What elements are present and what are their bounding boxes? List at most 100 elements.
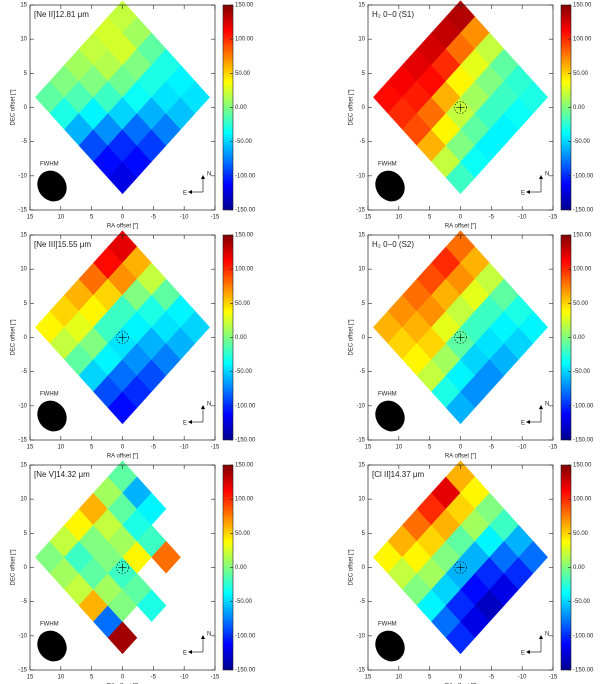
y-tick-label: 0 [362, 565, 366, 571]
x-tick-label: 10 [395, 215, 402, 221]
compass-arrowhead [526, 190, 530, 194]
y-tick-label: 5 [362, 71, 366, 77]
x-tick-label: 0 [121, 215, 125, 221]
y-tick-label: 10 [20, 267, 27, 273]
heat-cell [136, 492, 167, 526]
panel-title: [Ne II]12.81 μm [34, 10, 89, 19]
x-tick-label: -10 [180, 445, 189, 451]
x-tick-label: 0 [121, 675, 125, 681]
compass-arrowhead [188, 420, 192, 424]
compass-label: E [521, 651, 525, 657]
y-tick-label: -15 [356, 208, 365, 214]
x-tick-label: 10 [57, 215, 64, 221]
x-tick-label: -15 [549, 445, 558, 451]
x-tick-label: -15 [211, 215, 220, 221]
x-axis-label: RA offset [″] [445, 224, 477, 230]
y-tick-label: 5 [24, 301, 28, 307]
colorbar-tick-label: 150.00 [573, 463, 592, 469]
x-tick-label: 15 [365, 445, 372, 451]
x-tick-label: 10 [57, 675, 64, 681]
y-tick-label: 0 [24, 105, 28, 111]
colorbar-tick-label: -100.00 [235, 173, 256, 179]
y-tick-label: -15 [356, 438, 365, 444]
compass-label: N [545, 632, 549, 638]
x-tick-label: 5 [428, 215, 432, 221]
beam [375, 630, 405, 662]
y-tick-label: -10 [356, 403, 365, 409]
compass-arrowhead [526, 650, 530, 654]
heat-cell [107, 621, 138, 655]
colorbar-tick-label: 150.00 [573, 233, 592, 239]
compass-label: E [521, 191, 525, 197]
x-tick-label: -15 [549, 675, 558, 681]
y-tick-label: -5 [22, 599, 28, 605]
y-tick-label: 10 [358, 37, 365, 43]
panel-title: [Ne III]15.55 μm [34, 240, 91, 249]
y-tick-label: 15 [20, 463, 27, 469]
heat-cell [180, 80, 210, 114]
colorbar-tick-label: 50.00 [235, 531, 251, 537]
colorbar-tick-label: 150.00 [235, 463, 254, 469]
y-tick-label: -10 [18, 403, 27, 409]
x-tick-label: 15 [27, 445, 34, 451]
colorbar-tick-label: -100.00 [573, 403, 594, 409]
compass-arrowhead [526, 420, 530, 424]
colorbar-tick-label: 100.00 [573, 497, 592, 503]
y-tick-label: 5 [362, 531, 366, 537]
y-tick-label: -5 [360, 369, 366, 375]
colorbar-tick-label: 150.00 [235, 3, 254, 9]
beam-label: FWHM [40, 392, 59, 398]
x-tick-label: 5 [90, 445, 94, 451]
colorbar-tick-label: -100.00 [235, 403, 256, 409]
x-tick-label: 10 [395, 445, 402, 451]
x-tick-label: -5 [151, 675, 157, 681]
y-tick-label: 10 [20, 497, 27, 503]
y-tick-label: -10 [18, 633, 27, 639]
x-tick-label: -10 [518, 675, 527, 681]
y-tick-label: -15 [18, 438, 27, 444]
center-marker [454, 101, 467, 114]
heat-cell [151, 540, 181, 574]
x-tick-label: 5 [428, 675, 432, 681]
compass-arrowhead [201, 635, 205, 639]
y-tick-label: -5 [360, 139, 366, 145]
x-tick-label: 0 [459, 215, 463, 221]
heat-cell [518, 540, 548, 574]
compass-label: N [545, 402, 549, 408]
colorbar-tick-label: -150.00 [573, 438, 594, 444]
panel-title: H₂ 0−0 (S2) [372, 240, 414, 249]
y-tick-label: -15 [18, 668, 27, 674]
colorbar-tick-label: -150.00 [235, 208, 256, 214]
colorbar-tick-label: 100.00 [235, 37, 254, 43]
colorbar-tick-label: -150.00 [235, 668, 256, 674]
beam-label: FWHM [378, 162, 397, 168]
beam-label: FWHM [378, 392, 397, 398]
beam [37, 630, 67, 662]
colorbar-tick-label: 0.00 [235, 335, 247, 341]
compass-label: N [207, 172, 211, 178]
y-tick-label: -15 [356, 668, 365, 674]
y-tick-label: 0 [362, 105, 366, 111]
colorbar-tick-label: 100.00 [573, 37, 592, 43]
x-tick-label: 15 [365, 215, 372, 221]
x-tick-label: -10 [180, 215, 189, 221]
y-tick-label: 15 [20, 3, 27, 9]
colorbar-tick-label: -50.00 [235, 599, 253, 605]
colorbar-tick-label: 0.00 [573, 105, 585, 111]
compass-label: N [207, 402, 211, 408]
x-tick-label: -5 [151, 445, 157, 451]
compass-arrowhead [539, 635, 543, 639]
y-axis-label: DEC offset [″] [349, 549, 355, 585]
colorbar-tick-label: 50.00 [573, 301, 589, 307]
colorbar-tick-label: 50.00 [235, 71, 251, 77]
center-marker [454, 561, 467, 574]
y-axis-label: DEC offset [″] [349, 89, 355, 125]
beam-label: FWHM [378, 622, 397, 628]
compass-label: N [207, 632, 211, 638]
y-tick-label: 15 [20, 233, 27, 239]
y-tick-label: 10 [358, 497, 365, 503]
beam-label: FWHM [40, 622, 59, 628]
